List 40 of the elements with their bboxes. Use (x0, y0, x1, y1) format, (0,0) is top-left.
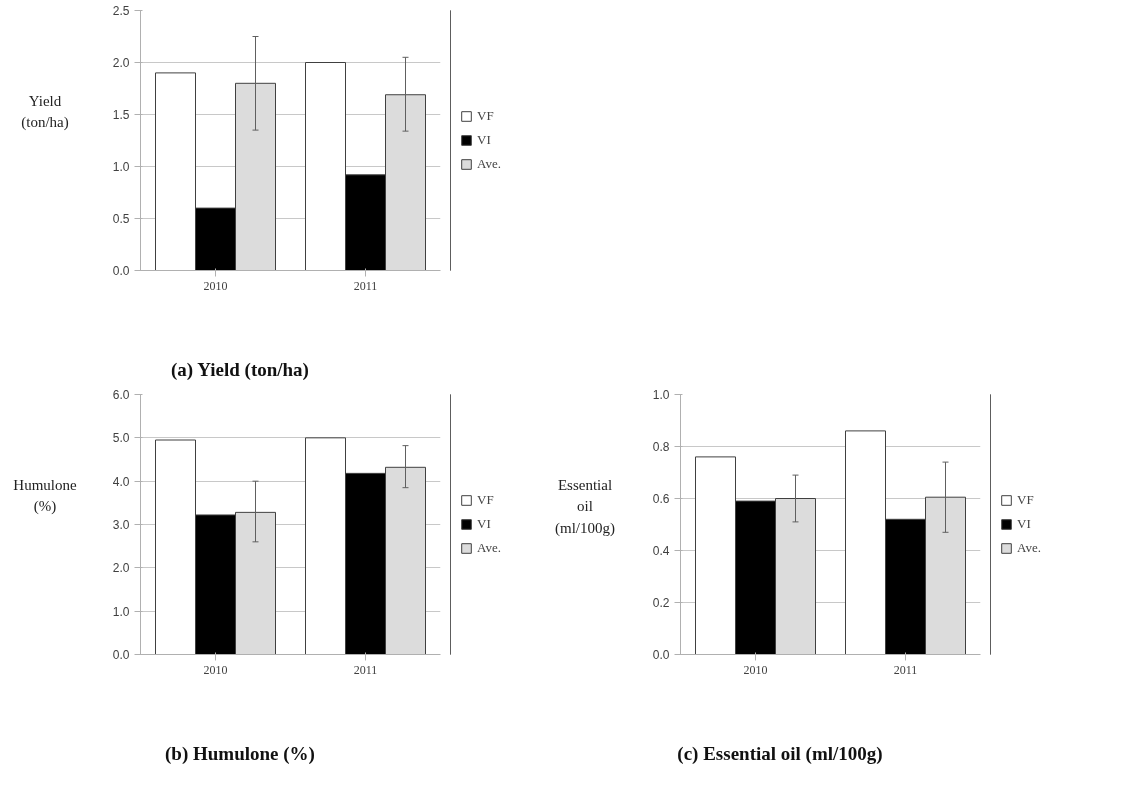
y-tick-label: 0.0 (112, 264, 130, 278)
y-axis-title: Essential oil (ml/100g) (555, 476, 615, 538)
y-tick-label: 0.2 (652, 596, 670, 610)
x-tick-label: 2011 (353, 662, 378, 677)
legend-label: Ave. (477, 156, 501, 172)
y-tick-label: 4.0 (112, 474, 130, 489)
y-tick-label: 1.0 (112, 604, 130, 619)
x-tick-label: 2011 (893, 662, 918, 677)
y-tick-label: 1.0 (112, 160, 130, 174)
legend-label: VI (477, 132, 492, 148)
y-tick-label: 0.8 (652, 440, 670, 454)
y-tick-label: 2.5 (112, 4, 130, 18)
x-tick-label: 2010 (743, 662, 768, 677)
legend-label: VF (477, 108, 495, 124)
y-tick-label: 3.0 (112, 518, 130, 532)
y-tick-label: 0.6 (652, 492, 670, 506)
legend-label: VF (477, 492, 495, 508)
y-tick-label: 0.0 (652, 648, 670, 662)
y-tick-label: 2.0 (112, 561, 130, 576)
x-tick-label: 2010 (203, 278, 228, 293)
y-tick-label: 6.0 (112, 388, 130, 402)
legend-label: Ave. (1017, 540, 1041, 556)
y-tick-label: 2.0 (112, 56, 130, 70)
y-tick-label: 0.5 (112, 212, 130, 226)
legend-label: VI (477, 516, 492, 532)
y-tick-label: 5.0 (112, 431, 130, 446)
y-axis-title: Humulone (%) (13, 476, 77, 517)
legend-label: VF (1017, 492, 1035, 508)
legend-label: VI (1017, 516, 1032, 532)
y-tick-label: 1.0 (652, 388, 670, 402)
x-tick-label: 2010 (203, 662, 228, 677)
legend-label: Ave. (477, 540, 501, 556)
y-tick-label: 1.5 (112, 108, 130, 122)
y-axis-title: Yield (ton/ha) (21, 92, 69, 133)
y-tick-label: 0.0 (112, 648, 130, 662)
text: (b) Humulone (%) (165, 742, 315, 766)
x-tick-label: 2011 (353, 278, 378, 293)
text: (a) Yield (ton/ha) (171, 358, 309, 382)
y-tick-label: 0.4 (652, 544, 670, 558)
text: (c) Essential oil (ml/100g) (677, 742, 883, 766)
